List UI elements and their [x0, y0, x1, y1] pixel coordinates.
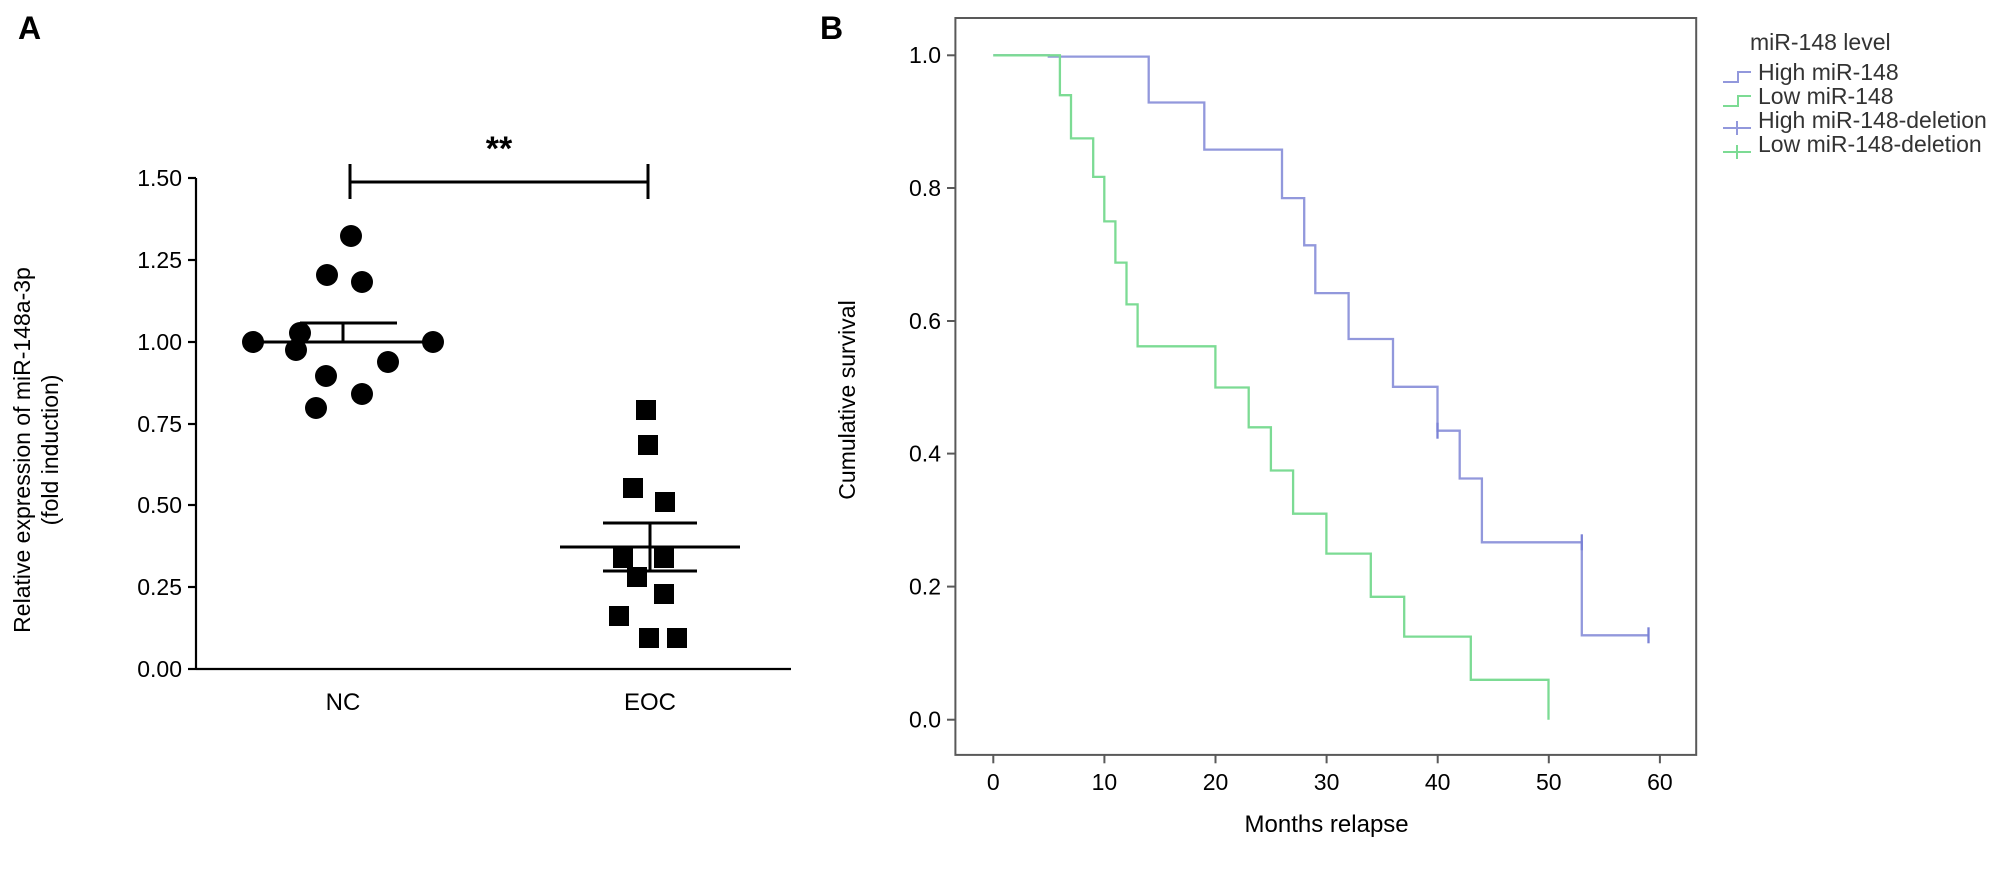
svg-text:1.0: 1.0 [909, 42, 941, 68]
svg-text:Months relapse: Months relapse [1245, 811, 1409, 838]
svg-text:High miR-148-deletion: High miR-148-deletion [1758, 107, 1987, 133]
svg-text:30: 30 [1314, 769, 1340, 795]
svg-text:1.50: 1.50 [137, 165, 182, 191]
svg-text:0.50: 0.50 [137, 492, 182, 518]
svg-text:0.4: 0.4 [909, 441, 941, 467]
svg-text:0.75: 0.75 [137, 411, 182, 437]
svg-text:50: 50 [1536, 769, 1562, 795]
svg-text:20: 20 [1203, 769, 1229, 795]
svg-text:1.00: 1.00 [137, 329, 182, 355]
svg-text:0.00: 0.00 [137, 656, 182, 682]
svg-text:Low miR-148-deletion: Low miR-148-deletion [1758, 131, 1982, 157]
svg-text:0.25: 0.25 [137, 574, 182, 600]
svg-text:Low miR-148: Low miR-148 [1758, 83, 1894, 109]
svg-text:1.25: 1.25 [137, 247, 182, 273]
svg-text:0.2: 0.2 [909, 574, 941, 600]
svg-text:0.0: 0.0 [909, 707, 941, 733]
svg-text:Relative expression of miR-148: Relative expression of miR-148a-3p [9, 267, 35, 633]
svg-text:miR-148 level: miR-148 level [1750, 29, 1891, 55]
svg-text:(fold induction): (fold induction) [37, 375, 63, 526]
svg-text:0: 0 [987, 769, 1000, 795]
svg-text:Cumulative survival: Cumulative survival [834, 300, 860, 499]
svg-text:10: 10 [1092, 769, 1118, 795]
svg-text:0.6: 0.6 [909, 308, 941, 334]
svg-text:NC: NC [326, 689, 361, 716]
svg-text:60: 60 [1647, 769, 1673, 795]
svg-text:0.8: 0.8 [909, 175, 941, 201]
svg-text:High miR-148: High miR-148 [1758, 59, 1899, 85]
svg-text:EOC: EOC [624, 689, 676, 716]
svg-text:40: 40 [1425, 769, 1451, 795]
svg-text:**: ** [486, 130, 513, 168]
